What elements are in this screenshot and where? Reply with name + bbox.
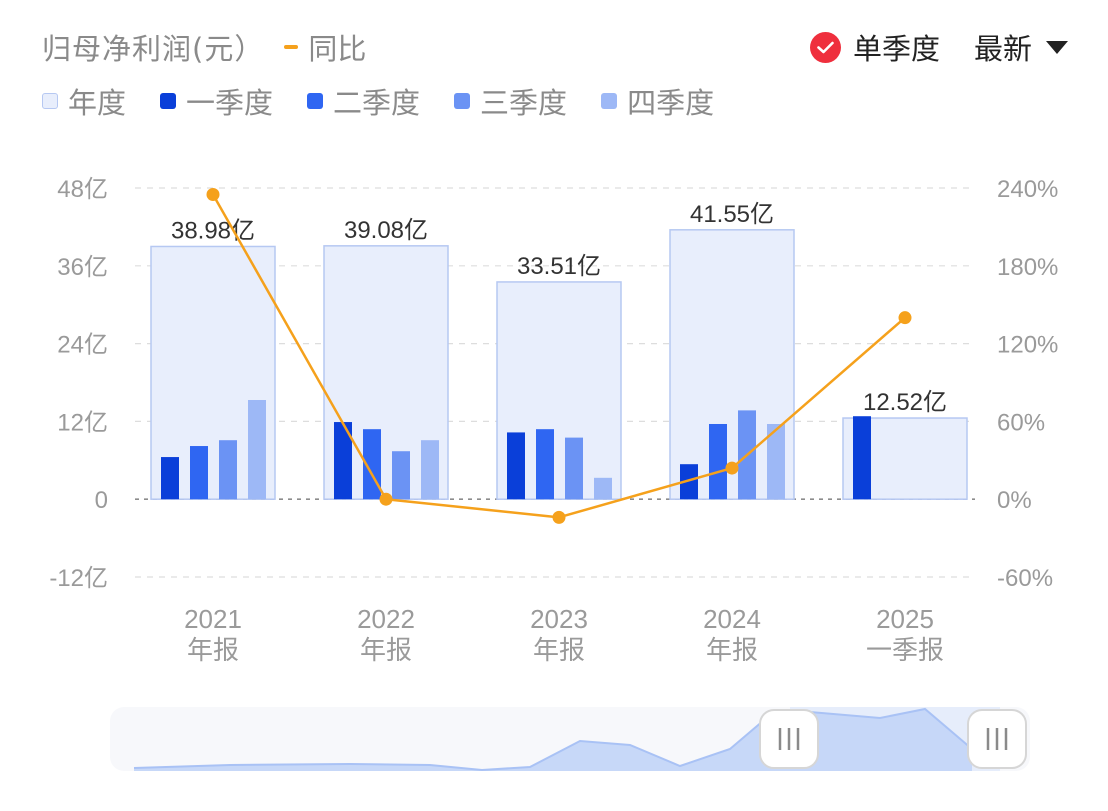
check-icon[interactable] bbox=[809, 31, 841, 63]
x-tick-period: 年报 bbox=[706, 635, 758, 665]
annual-data-label: 39.08亿 bbox=[344, 217, 428, 244]
legend-swatch-q3 bbox=[454, 93, 471, 109]
x-tick-period: 年报 bbox=[533, 635, 585, 665]
quarter-bar-q2 bbox=[536, 429, 554, 500]
quarter-bar-q4 bbox=[248, 400, 266, 500]
legend-swatch-q1 bbox=[160, 93, 177, 109]
quarter-bar-q2 bbox=[709, 423, 727, 500]
y-tick-label: 12亿 bbox=[57, 409, 108, 436]
x-tick-year: 2023 bbox=[530, 604, 588, 634]
quarter-bar-q4 bbox=[421, 440, 439, 500]
y-tick-label: 24亿 bbox=[57, 332, 108, 359]
yoy-line-swatch bbox=[284, 45, 299, 49]
yoy-point bbox=[725, 461, 739, 475]
y-tick-label: 0 bbox=[95, 487, 108, 514]
annual-data-label: 38.98亿 bbox=[171, 217, 255, 244]
x-tick-period: 年报 bbox=[360, 635, 412, 665]
net-profit-chart: -12亿 0 12亿 24亿 36亿 48亿 -60% 0% 60% 120% 180% 240% 38… bbox=[49, 176, 1058, 665]
quarter-bar-q1 bbox=[680, 464, 698, 500]
legend-label-q3: 三季度 bbox=[480, 86, 568, 120]
chart-title: 归母净利润(元） bbox=[42, 32, 265, 66]
legend-swatch-q2 bbox=[307, 93, 324, 109]
range-slider[interactable] bbox=[110, 707, 1030, 771]
y2-tick-label: -60% bbox=[997, 565, 1053, 592]
x-tick-year: 2024 bbox=[703, 604, 761, 634]
chevron-down-icon bbox=[1046, 40, 1068, 54]
slider-handle-right[interactable] bbox=[967, 709, 1027, 769]
legend-item-q4[interactable]: 四季度 bbox=[601, 80, 714, 122]
legend-item-q1[interactable]: 一季度 bbox=[160, 80, 273, 122]
legend-swatch-annual bbox=[42, 93, 58, 109]
x-tick-period: 一季报 bbox=[866, 635, 944, 665]
period-dropdown-label: 最新 bbox=[973, 32, 1032, 66]
quarter-bar-q4 bbox=[594, 477, 612, 500]
legend-item-yoy[interactable]: 同比 bbox=[284, 26, 366, 68]
quarter-bar-q1 bbox=[507, 432, 525, 500]
legend-label-yoy: 同比 bbox=[308, 32, 367, 66]
y2-tick-label: 240% bbox=[997, 176, 1058, 203]
annual-data-label: 33.51亿 bbox=[517, 253, 601, 280]
slider-handle-left[interactable] bbox=[759, 709, 819, 769]
y-tick-label: 36亿 bbox=[57, 254, 108, 281]
yoy-point bbox=[552, 510, 566, 524]
quarter-bar-q1 bbox=[161, 457, 179, 500]
quarter-bar-q3 bbox=[565, 437, 583, 500]
y2-tick-label: 0% bbox=[997, 487, 1032, 514]
x-tick-period: 年报 bbox=[187, 635, 239, 665]
legend-item-q2[interactable]: 二季度 bbox=[307, 80, 420, 122]
y2-tick-label: 60% bbox=[997, 409, 1045, 436]
annual-data-label: 41.55亿 bbox=[690, 201, 774, 228]
legend: 年度 一季度 二季度 三季度 四季度 bbox=[42, 80, 748, 122]
y-tick-label: 48亿 bbox=[57, 176, 108, 203]
chart-header: 归母净利润(元） 同比 单季度 最新 年度 一季度 二季度 三季 bbox=[0, 0, 1108, 120]
yoy-point bbox=[206, 187, 220, 201]
legend-item-annual[interactable]: 年度 bbox=[42, 80, 126, 122]
quarter-bar-q1 bbox=[334, 422, 352, 500]
quarter-bar-q1 bbox=[853, 416, 871, 500]
legend-label-annual: 年度 bbox=[68, 86, 127, 120]
quarter-bar-q3 bbox=[219, 440, 237, 500]
chart-controls: 单季度 最新 bbox=[809, 26, 1068, 68]
x-tick-year: 2025 bbox=[876, 604, 934, 634]
y-tick-label: -12亿 bbox=[49, 565, 108, 592]
period-dropdown[interactable]: 最新 bbox=[974, 26, 1068, 68]
quarter-bar-q4 bbox=[767, 423, 785, 500]
quarter-bar-q2 bbox=[190, 446, 208, 500]
yoy-point bbox=[898, 311, 912, 325]
y2-tick-label: 120% bbox=[997, 332, 1058, 359]
title-row: 归母净利润(元） 同比 bbox=[42, 26, 366, 68]
yoy-point bbox=[379, 492, 393, 506]
quarter-bar-q3 bbox=[392, 451, 410, 500]
annual-data-label: 12.52亿 bbox=[863, 389, 947, 416]
legend-item-q3[interactable]: 三季度 bbox=[454, 80, 567, 122]
legend-label-q4: 四季度 bbox=[627, 86, 715, 120]
legend-label-q1: 一季度 bbox=[186, 86, 274, 120]
legend-label-q2: 二季度 bbox=[333, 86, 421, 120]
legend-swatch-q4 bbox=[601, 93, 618, 109]
y2-tick-label: 180% bbox=[997, 254, 1058, 281]
x-tick-year: 2022 bbox=[357, 604, 415, 634]
slider-preview-line bbox=[133, 707, 973, 771]
single-quarter-toggle[interactable]: 单季度 bbox=[852, 32, 940, 66]
x-tick-year: 2021 bbox=[184, 604, 242, 634]
